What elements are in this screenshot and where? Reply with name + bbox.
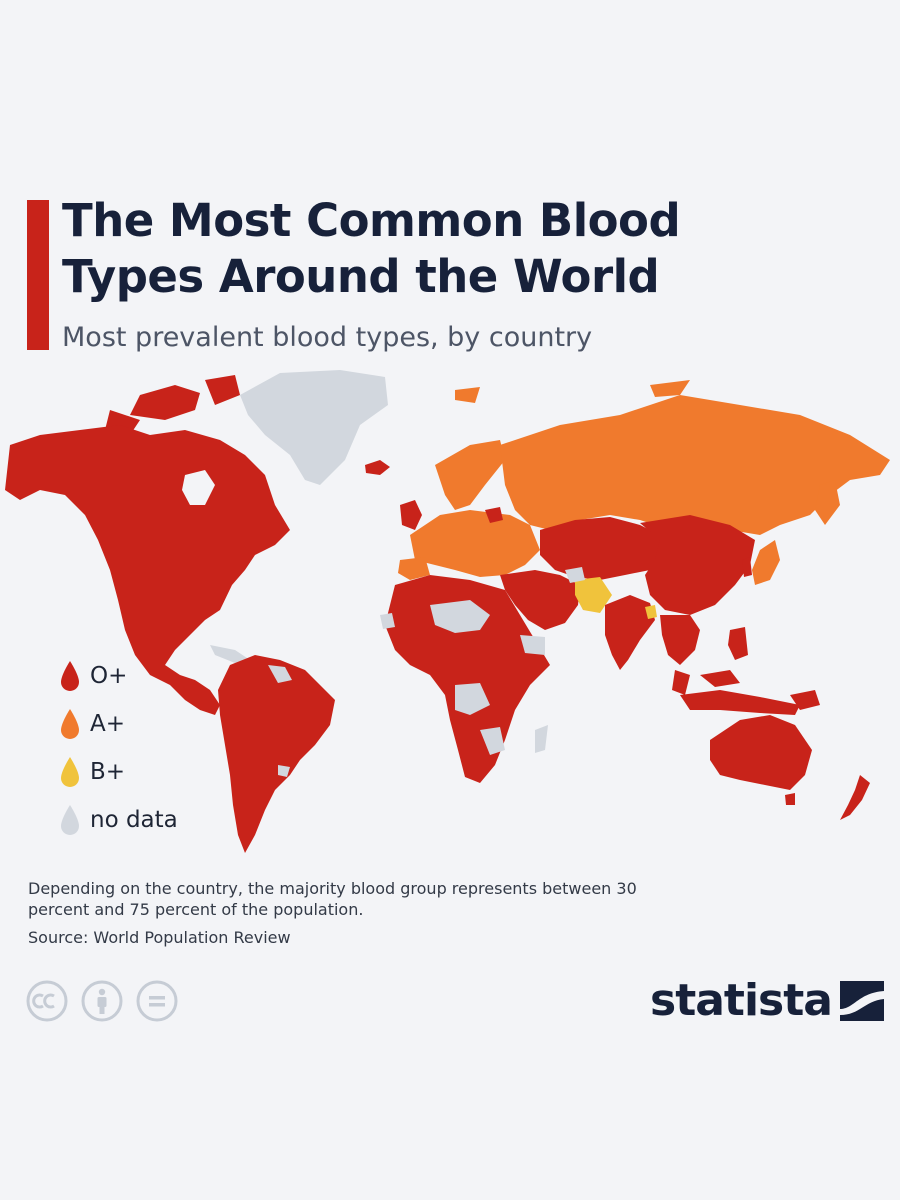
region-arctic-islands [105,375,240,435]
brand-wordmark: statista [650,975,833,1026]
license-icons [26,980,191,1022]
region-malay [672,670,690,695]
blood-drop-icon [61,661,79,691]
region-scandinavia [435,440,505,510]
region-korea [742,557,752,577]
region-uruguay [278,765,290,777]
legend: O+ A+ B+ no data [58,652,178,844]
region-africa [385,575,550,783]
blood-drop-icon [61,757,79,787]
region-new-zealand [840,775,870,820]
region-russia [500,395,890,535]
region-iberia [398,557,430,580]
region-westafrica-nodata [380,613,395,629]
region-south-america [218,655,335,853]
region-japan [752,540,780,585]
region-china [640,515,755,615]
region-pakistan [575,577,612,613]
legend-item-o-pos: O+ [58,652,178,700]
region-central-asia [540,517,670,580]
region-hudson-bay [182,470,215,505]
legend-item-a-pos: A+ [58,700,178,748]
legend-label: O+ [90,663,128,689]
title-line-2: Types Around the World [62,250,660,303]
title-line-1: The Most Common Blood [62,194,681,247]
region-kamchatka [815,480,840,525]
region-iceland [365,460,390,475]
statista-logo-icon [839,980,884,1021]
region-middle-east [500,570,580,630]
region-australia [710,715,812,790]
region-tasmania [785,793,795,805]
region-arctic-russia [455,380,690,403]
region-madagascar [535,725,548,753]
source-line: Source: World Population Review [28,928,291,947]
region-bangladesh [645,605,657,619]
page-subtitle: Most prevalent blood types, by country [62,322,593,353]
region-papua [790,690,820,710]
region-central-africa-nodata [455,683,490,715]
region-horn-nodata [520,635,545,655]
region-philippines [728,627,748,660]
region-caribbean [210,645,250,663]
statista-brand: statista [650,975,884,1026]
creative-commons-icon [26,980,68,1022]
region-afghanistan [565,567,585,583]
legend-label: no data [90,807,178,833]
region-india [605,595,655,670]
world-map [0,365,900,865]
title-accent-bar [27,200,49,350]
region-sahel-nodata [430,600,490,633]
no-derivatives-icon [136,980,178,1022]
page-title: The Most Common Blood Types Around the W… [62,193,681,305]
region-indonesia [680,670,800,715]
region-guianas [268,665,292,683]
blood-drop-icon [61,805,79,835]
legend-item-b-pos: B+ [58,748,178,796]
region-southeast-asia [660,615,700,665]
legend-item-no-data: no data [58,796,178,844]
blood-drop-icon [61,709,79,739]
region-greenland [240,370,388,485]
region-uk-ireland [400,500,422,530]
region-europe [410,510,540,577]
region-north-america [5,425,290,715]
legend-label: A+ [90,711,126,737]
legend-label: B+ [90,759,126,785]
region-belarus [485,507,503,523]
region-southern-africa-nodata [480,727,505,755]
attribution-icon [81,980,123,1022]
footnote: Depending on the country, the majority b… [28,879,637,919]
